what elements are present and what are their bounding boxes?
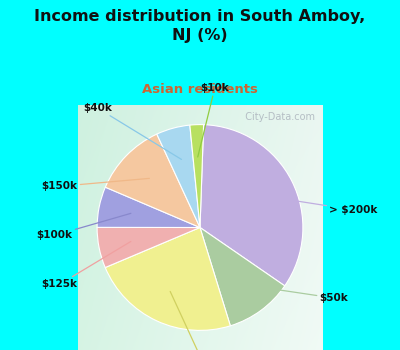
Wedge shape (105, 228, 230, 330)
Text: $10k: $10k (198, 83, 229, 157)
Wedge shape (200, 125, 303, 286)
Wedge shape (157, 125, 200, 228)
Wedge shape (190, 125, 204, 228)
Text: City-Data.com: City-Data.com (239, 112, 315, 122)
Wedge shape (105, 134, 200, 228)
Text: $150k: $150k (42, 178, 149, 191)
Text: Income distribution in South Amboy,
NJ (%): Income distribution in South Amboy, NJ (… (34, 9, 366, 43)
Wedge shape (200, 228, 285, 326)
Text: $50k: $50k (242, 284, 348, 303)
Wedge shape (97, 228, 200, 267)
Text: Asian residents: Asian residents (142, 83, 258, 96)
Text: $100k: $100k (37, 214, 131, 240)
Text: $200k: $200k (170, 292, 223, 350)
Wedge shape (97, 187, 200, 228)
Text: > $200k: > $200k (263, 196, 378, 215)
Text: $40k: $40k (83, 103, 182, 159)
Text: $125k: $125k (42, 241, 131, 289)
